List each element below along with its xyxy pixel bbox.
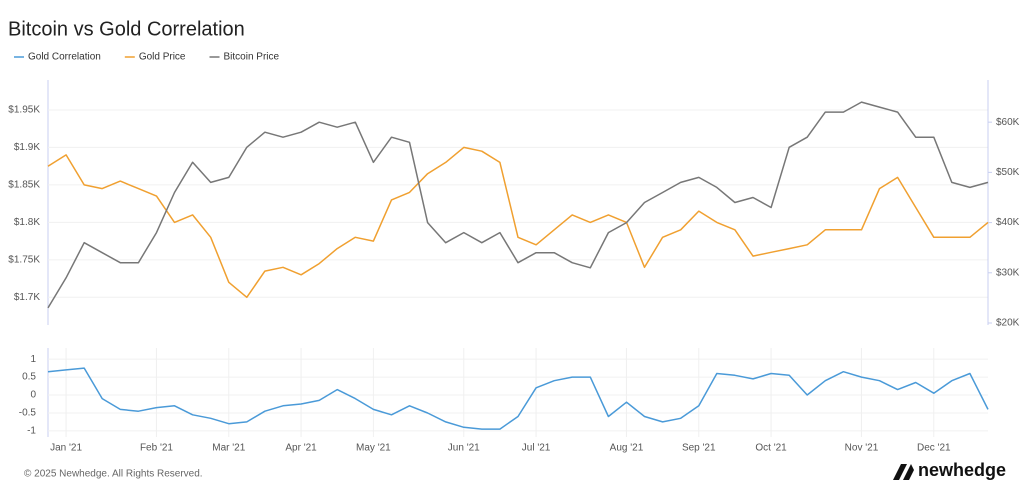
y-tick-label: $1.75K	[8, 254, 40, 265]
copyright: © 2025 Newhedge. All Rights Reserved.	[24, 469, 203, 480]
y2-tick-label: $20K	[996, 318, 1020, 329]
y-tick-label: 0	[30, 390, 36, 401]
y2-tick-label: $30K	[996, 267, 1020, 278]
legend-label: Gold Correlation	[28, 52, 101, 63]
legend-label: Gold Price	[139, 52, 186, 63]
x-tick-label: Mar '21	[212, 443, 245, 454]
x-tick-label: Sep '21	[682, 443, 716, 454]
y-tick-label: $1.9K	[14, 142, 40, 153]
chart-title: Bitcoin vs Gold Correlation	[8, 18, 245, 40]
y-tick-label: -1	[27, 426, 36, 437]
y-tick-label: $1.95K	[8, 105, 40, 116]
series-line	[47, 367, 989, 430]
x-tick-label: Oct '21	[755, 443, 787, 454]
y-tick-label: 0.5	[22, 372, 36, 383]
legend-label: Bitcoin Price	[224, 52, 280, 63]
y2-tick-label: $50K	[996, 167, 1020, 178]
brand-logo	[893, 464, 914, 480]
series-line	[47, 101, 989, 309]
x-tick-label: Dec '21	[917, 443, 951, 454]
x-tick-label: May '21	[356, 443, 391, 454]
x-tick-label: Feb '21	[140, 443, 173, 454]
y-tick-label: $1.85K	[8, 180, 40, 191]
x-tick-label: Jul '21	[522, 443, 551, 454]
brand-name: newhedge	[918, 460, 1006, 480]
y-tick-label: $1.7K	[14, 292, 40, 303]
x-tick-label: Jun '21	[448, 443, 480, 454]
y-tick-label: $1.8K	[14, 217, 40, 228]
y2-tick-label: $40K	[996, 217, 1020, 228]
y2-tick-label: $60K	[996, 117, 1020, 128]
x-tick-label: Apr '21	[285, 443, 317, 454]
x-tick-label: Nov '21	[845, 443, 879, 454]
x-tick-label: Aug '21	[610, 443, 644, 454]
x-tick-label: Jan '21	[50, 443, 82, 454]
y-tick-label: -0.5	[19, 408, 37, 419]
series-line	[47, 146, 989, 299]
y-tick-label: 1	[30, 354, 36, 365]
